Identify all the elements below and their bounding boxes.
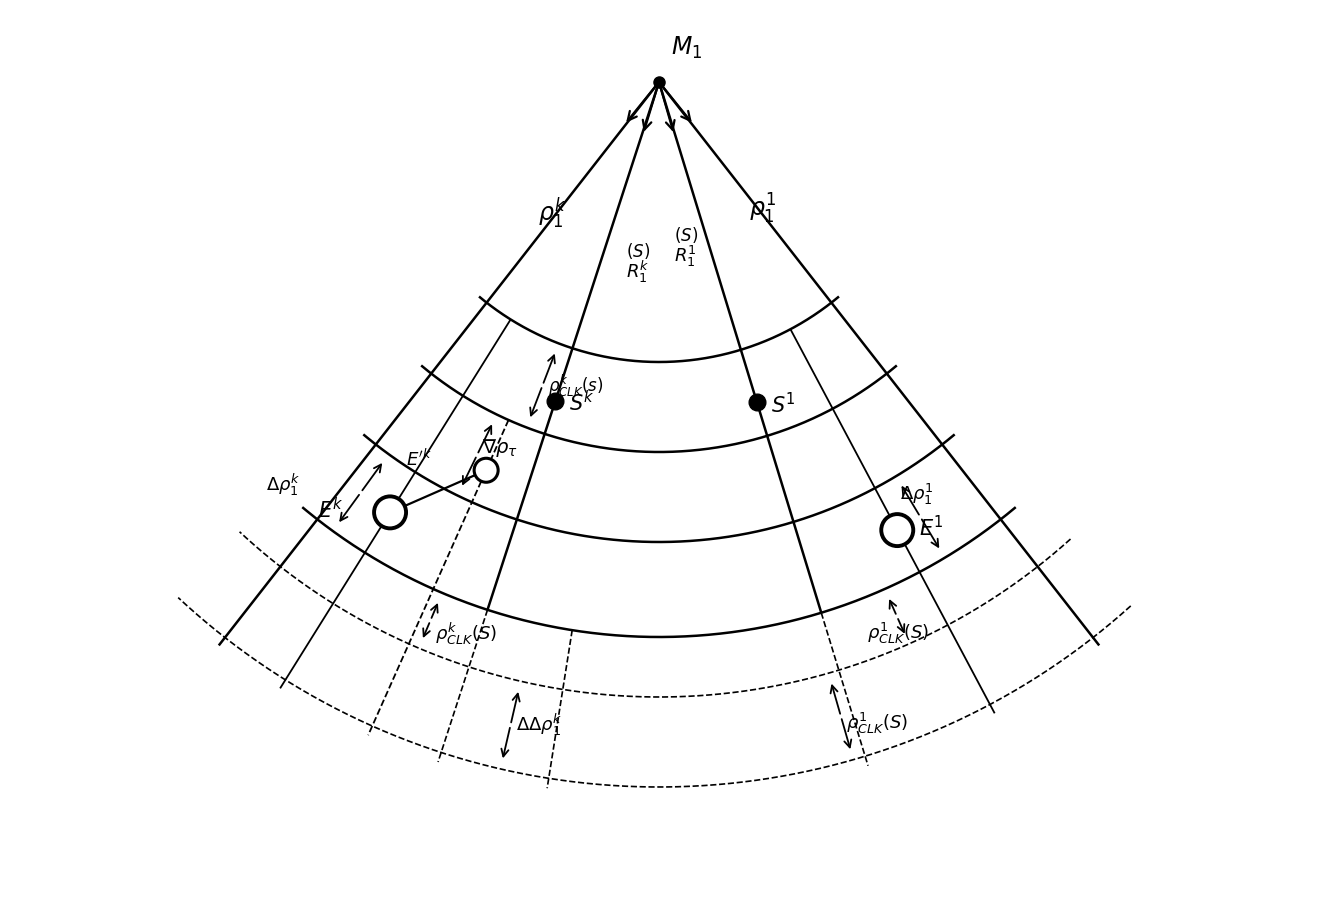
Text: $S^1$: $S^1$ (771, 391, 796, 417)
Text: $(S)$: $(S)$ (626, 241, 650, 261)
Text: $R^1_1$: $R^1_1$ (675, 244, 697, 269)
Text: $\Delta\Delta\rho^k_1$: $\Delta\Delta\rho^k_1$ (515, 712, 561, 738)
Circle shape (374, 497, 406, 529)
Text: $R^k_1$: $R^k_1$ (626, 259, 650, 285)
Text: $S^k$: $S^k$ (569, 390, 596, 415)
Text: $\Delta\rho^1_1$: $\Delta\rho^1_1$ (900, 482, 934, 506)
Text: $\nabla\rho_\tau$: $\nabla\rho_\tau$ (482, 437, 518, 458)
Circle shape (474, 459, 498, 483)
Text: $M_1$: $M_1$ (671, 35, 702, 61)
Text: $\rho^k_{CLK}(s)$: $\rho^k_{CLK}(s)$ (547, 372, 604, 398)
Text: $\Delta\rho^k_1$: $\Delta\rho^k_1$ (266, 471, 301, 497)
Text: $\rho^k_1$: $\rho^k_1$ (538, 196, 565, 231)
Text: $\rho^1_{CLK}(S)$: $\rho^1_{CLK}(S)$ (846, 711, 908, 736)
Text: $(S)$: $(S)$ (675, 226, 699, 245)
Text: $E'^k$: $E'^k$ (406, 448, 432, 470)
Text: $\rho^1_1$: $\rho^1_1$ (749, 192, 776, 226)
Text: $E^1$: $E^1$ (919, 514, 944, 539)
Text: $E^k$: $E^k$ (318, 497, 344, 521)
Text: $\rho^1_{CLK}(S)$: $\rho^1_{CLK}(S)$ (867, 621, 929, 646)
Text: $\rho^k_{CLK}(S)$: $\rho^k_{CLK}(S)$ (435, 620, 497, 646)
Circle shape (882, 514, 913, 547)
